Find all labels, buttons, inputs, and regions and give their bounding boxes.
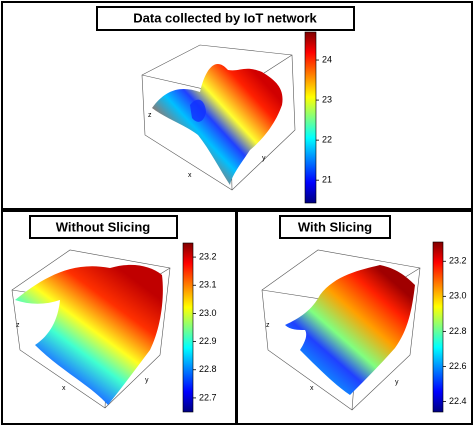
axis-label: y [145, 377, 149, 384]
axis-label: z [266, 322, 270, 329]
colorbar-tick-label: 22.6 [449, 361, 467, 371]
colorbar-tick-label: 22.8 [199, 364, 217, 374]
plot-box: z x y [261, 249, 421, 411]
axis-label: x [188, 172, 192, 179]
chart-title: With Slicing [298, 219, 372, 234]
plot-box: z x y [141, 44, 296, 191]
colorbar-tick-label: 21 [322, 175, 332, 185]
colorbar [432, 241, 444, 413]
title-box [279, 215, 391, 239]
colorbar-tick-label: 23.0 [199, 308, 217, 318]
colorbar-tick-label: 22 [322, 135, 332, 145]
title-box [96, 6, 355, 31]
colorbar-tick-label: 22.9 [199, 336, 217, 346]
axis-label: y [395, 379, 399, 386]
chart-title: Data collected by IoT network [133, 10, 317, 25]
colorbar-tick-label: 23.2 [199, 251, 217, 261]
surface [152, 63, 283, 185]
surface [15, 264, 163, 405]
plot-box: z x y [11, 249, 171, 409]
colorbar-tick-label: 23 [322, 94, 332, 104]
axis-label: y [262, 155, 266, 162]
colorbar-tick-label: 22.8 [449, 326, 467, 336]
colorbar [304, 31, 317, 204]
axis-label: x [310, 385, 314, 392]
colorbar-tick-label: 24 [322, 54, 332, 64]
axis-label: z [148, 112, 152, 119]
surface [285, 265, 415, 395]
title-box [29, 215, 178, 239]
axis-label: x [62, 385, 66, 392]
colorbar-tick-label: 23.2 [449, 256, 467, 266]
colorbar-tick-label: 23.1 [199, 280, 217, 290]
panel [1, 1, 473, 210]
surface-detail [190, 99, 206, 122]
colorbar-tick-label: 23.0 [449, 291, 467, 301]
colorbar [182, 242, 194, 413]
axis-label: z [16, 322, 20, 329]
panel [236, 210, 473, 425]
chart-title: Without Slicing [56, 219, 151, 234]
colorbar-tick-label: 22.4 [449, 396, 467, 406]
colorbar-tick-label: 22.7 [199, 392, 217, 402]
